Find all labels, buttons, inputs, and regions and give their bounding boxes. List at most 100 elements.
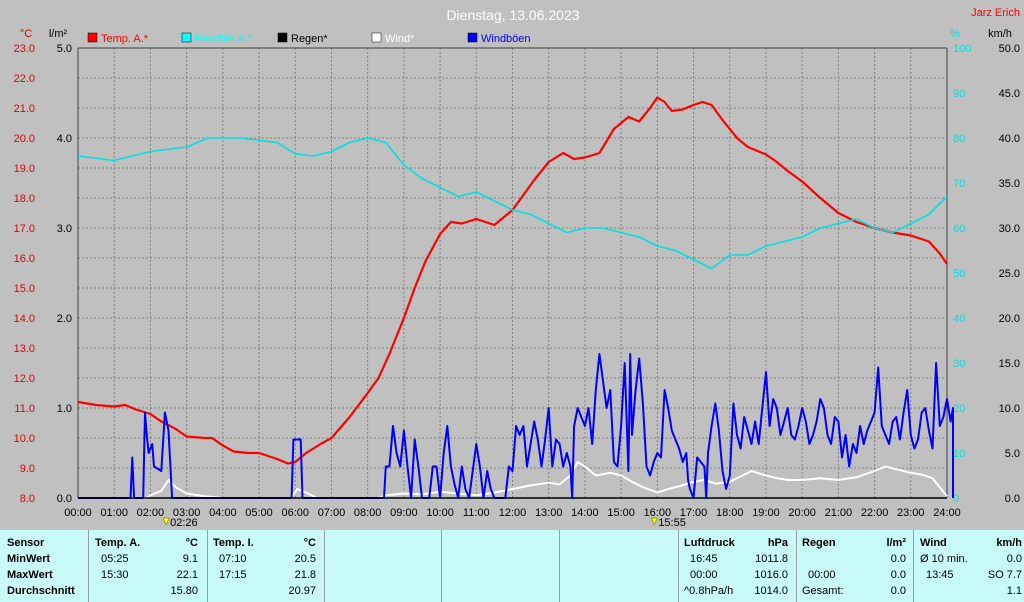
temp-i-unit: °C [303,537,316,549]
tick-label-wind: 20.0 [999,313,1020,325]
tick-label-humidity: 100 [953,43,971,55]
panel-divider [207,530,208,602]
tick-label-temp: 12.0 [14,373,35,385]
temp-i-max-time: 17:15 [219,569,247,581]
author-label: Jarz Erich [971,7,1020,19]
panel-divider [678,530,679,602]
series-line-windb-en [78,353,954,499]
pressure-min-value: 1011.8 [755,553,788,565]
wind-max-value: SO 7.7 [987,569,1022,581]
rain-header: Regen [802,537,836,549]
marker-arrow [650,517,658,526]
tick-label-x: 23:00 [897,507,925,519]
tick-label-temp: 13.0 [14,343,35,355]
tick-label-temp: 23.0 [14,43,35,55]
tick-label-wind: 50.0 [999,43,1020,55]
temp-i-min-time: 07:10 [219,553,247,565]
temp-a-header: Temp. A. [95,537,141,549]
pressure-max-time: 00:00 [690,569,718,581]
rain-row0-value: 0.0 [890,553,906,565]
wind-unit: km/h [996,537,1022,549]
pressure-header: Luftdruck [684,537,735,549]
marker-time: 02:26 [170,517,198,529]
tick-label-x: 16:00 [644,507,672,519]
series-line-feuchte-a- [77,137,948,270]
tick-label-x: 05:00 [245,507,273,519]
wind-avg10-value: 0.0 [1006,553,1022,565]
tick-label-x: 14:00 [571,507,599,519]
tick-label-x: 00:00 [64,507,92,519]
tick-label-humidity: 60 [953,223,965,235]
panel-divider [88,530,89,602]
row-label-max: MaxWert [7,569,53,581]
legend-swatch [181,32,192,43]
temp-a-min-value: 9.1 [182,553,198,565]
tick-label-temp: 8.0 [20,493,35,505]
axis-title-rain: l/m² [49,28,68,40]
rain-total-label: Gesamt: [802,585,844,597]
tick-label-rain: 5.0 [57,43,72,55]
weather-chart: 8.0 9.0 10.0 11.0 12.0 13.0 14.0 15.0 16.0 17.0 18… [14,7,1020,529]
pressure-unit: hPa [767,537,788,549]
tick-label-wind: 5.0 [1005,448,1020,460]
tick-label-humidity: 30 [953,358,965,370]
legend-label: Regen* [291,33,328,45]
legend-swatch [87,32,98,43]
tick-label-rain: 3.0 [57,223,72,235]
tick-label-wind: 30.0 [999,223,1020,235]
tick-label-wind: 35.0 [999,178,1020,190]
legend-swatch [277,32,288,43]
temp-a-min-time: 05:25 [101,553,129,565]
tick-label-rain: 4.0 [57,133,72,145]
wind-max-time: 13:45 [926,569,954,581]
chart-grid [77,47,948,499]
temp-a-unit: °C [185,537,198,549]
tick-label-x: 12:00 [499,507,527,519]
tick-label-wind: 10.0 [999,403,1020,415]
panel-divider [324,530,325,602]
tick-label-humidity: 20 [953,403,965,415]
tick-label-x: 02:00 [137,507,165,519]
tick-label-wind: 0.0 [1005,493,1020,505]
panel-divider [441,530,442,602]
tick-label-humidity: 0 [953,493,959,505]
tick-label-temp: 22.0 [14,73,35,85]
legend-swatch [371,32,382,43]
legend-label: Windböen [481,33,531,45]
tick-label-x: 17:00 [680,507,708,519]
tick-label-x: 08:00 [354,507,382,519]
tick-label-humidity: 80 [953,133,965,145]
tick-label-temp: 21.0 [14,103,35,115]
tick-label-x: 13:00 [535,507,563,519]
tick-label-temp: 10.0 [14,433,35,445]
axis-title-temp: °C [20,28,32,40]
tick-label-wind: 15.0 [999,358,1020,370]
tick-label-wind: 25.0 [999,268,1020,280]
row-label-avg: Durchschnitt [7,585,75,597]
tick-label-x: 03:00 [173,507,201,519]
temp-i-max-value: 21.8 [294,569,316,581]
tick-label-temp: 15.0 [14,283,35,295]
temp-i-avg-value: 20.97 [288,585,316,597]
sensor-header: Sensor [7,537,45,549]
series-line-temp-a- [77,96,948,465]
tick-label-rain: 1.0 [57,403,72,415]
tick-label-rain: 0.0 [57,493,72,505]
tick-label-x: 11:00 [463,507,490,519]
tick-label-temp: 9.0 [20,463,35,475]
wind-header: Wind [920,537,947,549]
stats-panel [0,530,1024,602]
marker-arrow [162,517,170,526]
rain-total-value: 0.0 [890,585,906,597]
tick-label-x: 24:00 [933,507,961,519]
temp-i-min-value: 20.5 [294,553,316,565]
temp-i-header: Temp. I. [213,537,254,549]
tick-label-humidity: 50 [953,268,965,280]
legend-label: Feuchte A.* [195,33,253,45]
tick-label-wind: 45.0 [999,88,1020,100]
tick-label-temp: 19.0 [14,163,35,175]
pressure-max-value: 1016.0 [754,569,788,581]
tick-label-x: 19:00 [752,507,780,519]
chart-axes: 8.0 9.0 10.0 11.0 12.0 13.0 14.0 15.0 16.0 17.0 18… [14,28,1020,529]
tick-label-temp: 18.0 [14,193,35,205]
